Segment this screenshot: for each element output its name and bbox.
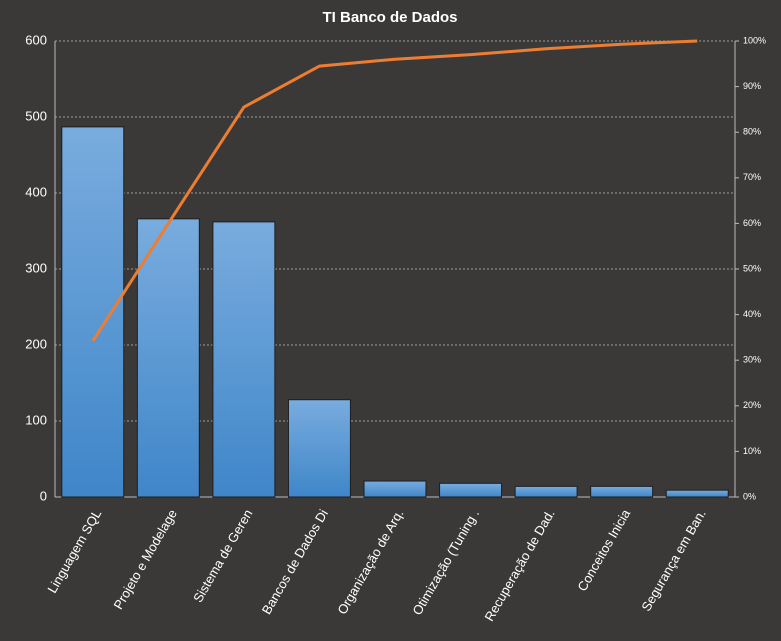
bar xyxy=(287,399,351,498)
y2-tick-label: 20% xyxy=(743,400,761,410)
y-tick-label: 0 xyxy=(40,488,47,503)
bar xyxy=(136,218,200,498)
bar xyxy=(514,485,578,498)
y-tick-label: 300 xyxy=(25,260,47,275)
y2-tick-label: 100% xyxy=(743,35,766,45)
y2-tick-label: 40% xyxy=(743,309,761,319)
y-tick-label: 400 xyxy=(25,184,47,199)
y-tick-label: 600 xyxy=(25,32,47,47)
y2-tick-label: 0% xyxy=(743,491,756,501)
y2-tick-label: 30% xyxy=(743,355,761,365)
bar xyxy=(61,126,125,498)
bar xyxy=(363,480,427,498)
bar xyxy=(212,221,276,498)
y2-tick-label: 80% xyxy=(743,127,761,137)
bar xyxy=(590,485,654,498)
y-tick-label: 500 xyxy=(25,108,47,123)
bar xyxy=(665,489,729,498)
y-tick-label: 200 xyxy=(25,336,47,351)
y2-tick-label: 90% xyxy=(743,81,761,91)
y-tick-label: 100 xyxy=(25,412,47,427)
chart-title: TI Banco de Dados xyxy=(322,9,457,26)
y2-tick-label: 70% xyxy=(743,172,761,182)
y2-tick-label: 50% xyxy=(743,263,761,273)
y2-tick-label: 60% xyxy=(743,218,761,228)
cumulative-line xyxy=(91,39,698,342)
bar xyxy=(439,482,503,498)
y2-tick-label: 10% xyxy=(743,446,761,456)
